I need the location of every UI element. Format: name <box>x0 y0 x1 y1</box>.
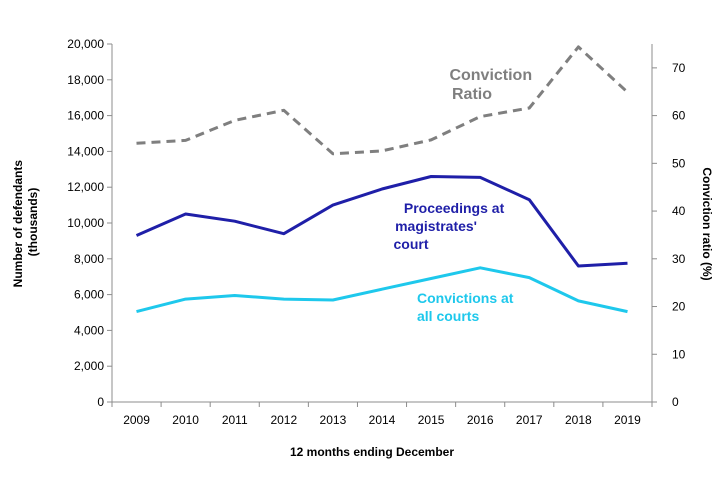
y-axis-left-title-line-2: (thousands) <box>26 188 40 257</box>
y-tick-right-label: 40 <box>672 204 686 218</box>
series-label-conviction-ratio: Conviction Ratio <box>449 67 536 103</box>
y-tick-right-label: 70 <box>672 61 686 75</box>
series-line-proceedings-at-magistrates-court <box>135 175 628 268</box>
y-tick-left-label: 8,000 <box>74 252 104 266</box>
x-tick-label: 2017 <box>516 413 543 427</box>
y-tick-right-label: 20 <box>672 300 686 314</box>
series-label-proceedings-line-3: court <box>394 236 429 252</box>
y-tick-left-label: 12,000 <box>67 180 104 194</box>
x-tick-label: 2016 <box>467 413 494 427</box>
series-label-proceedings: Proceedings at magistrates' court <box>394 200 509 252</box>
y-tick-left-label: 4,000 <box>74 323 104 337</box>
series-line-convictions-at-all-courts <box>136 266 628 314</box>
y-tick-left-label: 14,000 <box>67 144 104 158</box>
y-tick-right-label: 30 <box>672 252 686 266</box>
y-tick-left-label: 6,000 <box>74 288 104 302</box>
y-tick-right-label: 50 <box>672 156 686 170</box>
x-tick-label: 2015 <box>418 413 445 427</box>
y-tick-right-label: 0 <box>672 395 679 409</box>
chart-series <box>135 45 629 314</box>
y-tick-left-label: 10,000 <box>67 216 104 230</box>
x-tick-label: 2010 <box>172 413 199 427</box>
y-axis-left-title: Number of defendants (thousands) <box>11 157 40 288</box>
y-axis-right-title: Conviction ratio (%) <box>700 167 714 280</box>
x-tick-label: 2019 <box>614 413 641 427</box>
x-tick-label: 2013 <box>320 413 347 427</box>
y-tick-right-label: 60 <box>672 109 686 123</box>
series-label-convictions: Convictions at all courts <box>417 290 517 324</box>
series-label-convictions-line-1: Convictions at <box>417 290 514 306</box>
series-label-proceedings-line-1: Proceedings at <box>404 200 505 216</box>
y-tick-left-label: 18,000 <box>67 73 104 87</box>
y-tick-left-label: 2,000 <box>74 359 104 373</box>
series-line-conviction-ratio <box>136 45 629 156</box>
y-axis-left-title-line-1: Number of defendants <box>11 160 25 288</box>
x-axis-title: 12 months ending December <box>290 445 454 459</box>
x-tick-label: 2009 <box>123 413 150 427</box>
y-tick-left-label: 20,000 <box>67 37 104 51</box>
y-tick-right-label: 10 <box>672 347 686 361</box>
series-label-convictions-line-2: all courts <box>417 308 479 324</box>
series-label-conviction-ratio-line-2: Ratio <box>452 86 492 103</box>
series-label-proceedings-line-2: magistrates' <box>395 218 477 234</box>
series-label-conviction-ratio-line-1: Conviction <box>449 67 532 84</box>
y-tick-left-label: 0 <box>97 395 104 409</box>
x-tick-label: 2012 <box>270 413 297 427</box>
x-tick-label: 2011 <box>222 413 248 427</box>
chart-axes: 0 2,000 4,000 6,000 8,000 10,000 12,000 14,000 1… <box>67 37 685 427</box>
x-tick-label: 2014 <box>369 413 396 427</box>
y-tick-left-label: 16,000 <box>67 109 104 123</box>
x-tick-label: 2018 <box>565 413 592 427</box>
